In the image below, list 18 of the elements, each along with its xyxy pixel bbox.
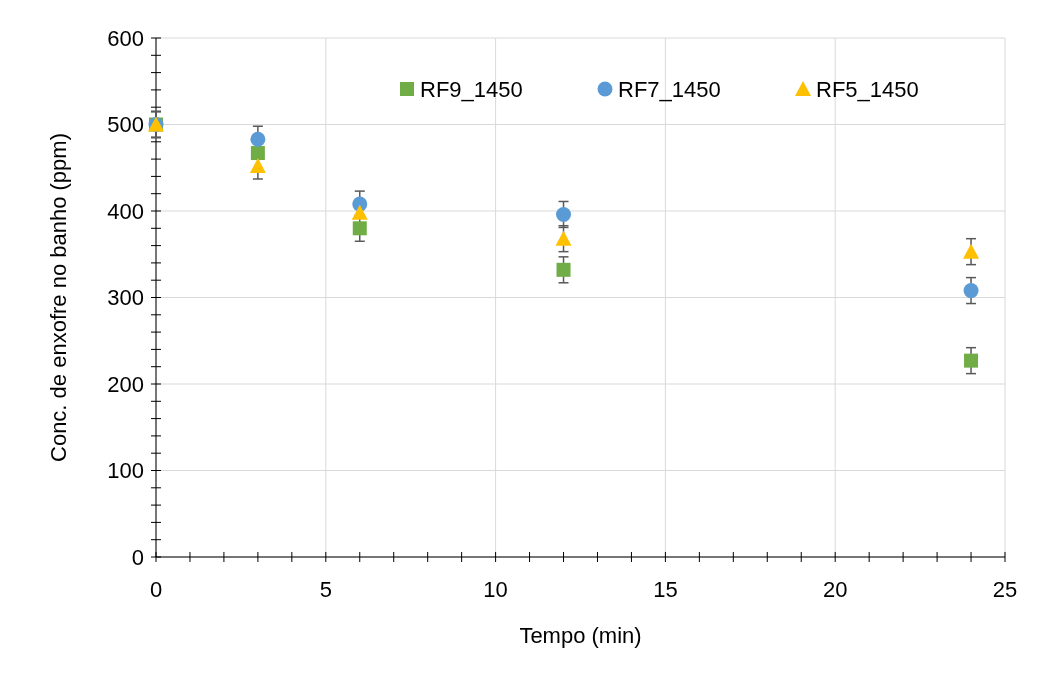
x-tick-label: 0 <box>149 577 163 602</box>
x-tick-label: 20 <box>822 577 848 602</box>
y-tick-label: 200 <box>107 371 144 397</box>
y-axis-title: Conc. de enxofre no banho (ppm) <box>46 133 71 462</box>
legend-label: RF9_1450 <box>420 76 523 102</box>
legend-label: RF5_1450 <box>816 76 919 102</box>
y-tick-label: 100 <box>107 458 144 484</box>
y-tick-label: 0 <box>131 544 144 570</box>
x-tick-label: 25 <box>992 577 1018 602</box>
x-tick-label: 15 <box>653 577 678 602</box>
y-tick-label: 500 <box>107 112 144 138</box>
legend-label: RF7_1450 <box>618 76 721 102</box>
x-tick-label: 5 <box>319 577 332 602</box>
y-tick-label: 300 <box>107 285 144 311</box>
y-tick-label: 400 <box>107 198 144 224</box>
y-tick-label: 600 <box>107 25 144 51</box>
x-tick-label: 10 <box>483 577 508 602</box>
x-axis-title: Tempo (min) <box>519 623 642 648</box>
